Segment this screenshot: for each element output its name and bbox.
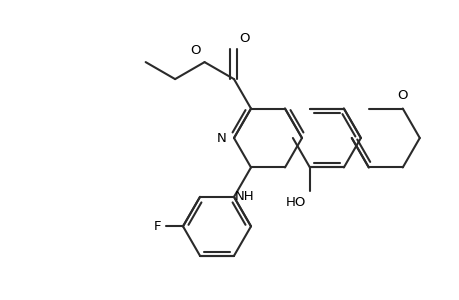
Text: O: O <box>190 44 200 57</box>
Text: N: N <box>217 131 226 145</box>
Text: O: O <box>239 32 249 44</box>
Text: O: O <box>397 88 407 102</box>
Text: F: F <box>153 220 161 233</box>
Text: HO: HO <box>285 196 305 209</box>
Text: NH: NH <box>234 190 254 203</box>
